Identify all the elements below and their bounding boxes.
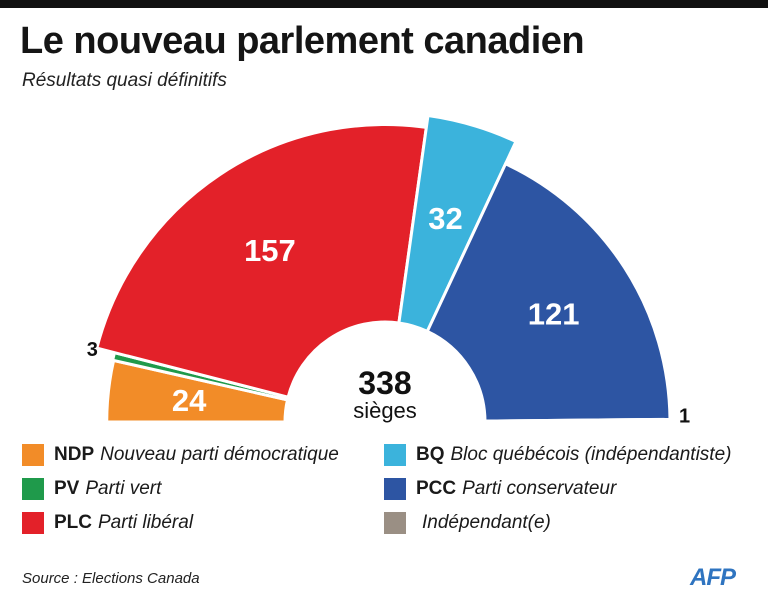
legend-swatch-pcc: [384, 478, 406, 500]
slice-label-pv: 3: [87, 339, 98, 361]
slice-pcc: [425, 161, 672, 423]
slice-bq: [397, 113, 518, 334]
afp-logo: AFP: [690, 564, 736, 591]
legend-name-plc: Parti libéral: [98, 512, 194, 533]
legend-name-pcc: Parti conservateur: [462, 478, 617, 499]
legend-name-independant: Indépendant(e): [422, 512, 551, 533]
legend-item-ndp: NDP Nouveau parti démocratique: [22, 444, 339, 466]
legend-abbr-pv: PV: [54, 478, 80, 499]
legend-name-bq: Bloc québécois (indépendantiste): [450, 444, 732, 465]
slice-independant: [483, 417, 665, 424]
legend-item-independant: Indépendant(e): [384, 512, 551, 534]
chart-title: Le nouveau parlement canadien: [20, 20, 585, 62]
total-seat-unit: sièges: [353, 398, 417, 423]
legend-item-bq: BQ Bloc québécois (indépendantiste): [384, 444, 731, 466]
source-note: Source : Elections Canada: [22, 570, 200, 587]
total-seat-count: 338: [358, 365, 411, 401]
legend-abbr-plc: PLC: [54, 512, 92, 533]
top-bar: [0, 0, 768, 8]
chart-subtitle: Résultats quasi définitifs: [22, 70, 227, 91]
slice-label-pcc: 121: [528, 297, 580, 332]
legend-name-pv: Parti vert: [85, 478, 162, 499]
legend-swatch-bq: [384, 444, 406, 466]
parliament-chart: 24 3 157 32 121 1 338 sièges: [87, 113, 690, 428]
legend-item-pv: PV Parti vert: [22, 478, 161, 500]
legend-abbr-bq: BQ: [416, 444, 445, 465]
slice-label-independant: 1: [679, 406, 690, 428]
slice-plc: [94, 122, 429, 399]
slice-label-plc: 157: [244, 233, 296, 268]
slices-group: [94, 113, 672, 424]
legend-swatch-plc: [22, 512, 44, 534]
legend-item-plc: PLC Parti libéral: [22, 512, 193, 534]
slice-label-bq: 32: [428, 201, 462, 236]
labels-group: 24 3 157 32 121 1: [87, 201, 690, 428]
legend-swatch-pv: [22, 478, 44, 500]
legend-abbr-ndp: NDP: [54, 444, 95, 465]
slice-label-ndp: 24: [172, 383, 207, 418]
legend-item-pcc: PCC Parti conservateur: [384, 478, 616, 500]
legend-swatch-ndp: [22, 444, 44, 466]
legend-name-ndp: Nouveau parti démocratique: [100, 444, 339, 465]
legend-abbr-pcc: PCC: [416, 478, 457, 499]
legend-swatch-independant: [384, 512, 406, 534]
